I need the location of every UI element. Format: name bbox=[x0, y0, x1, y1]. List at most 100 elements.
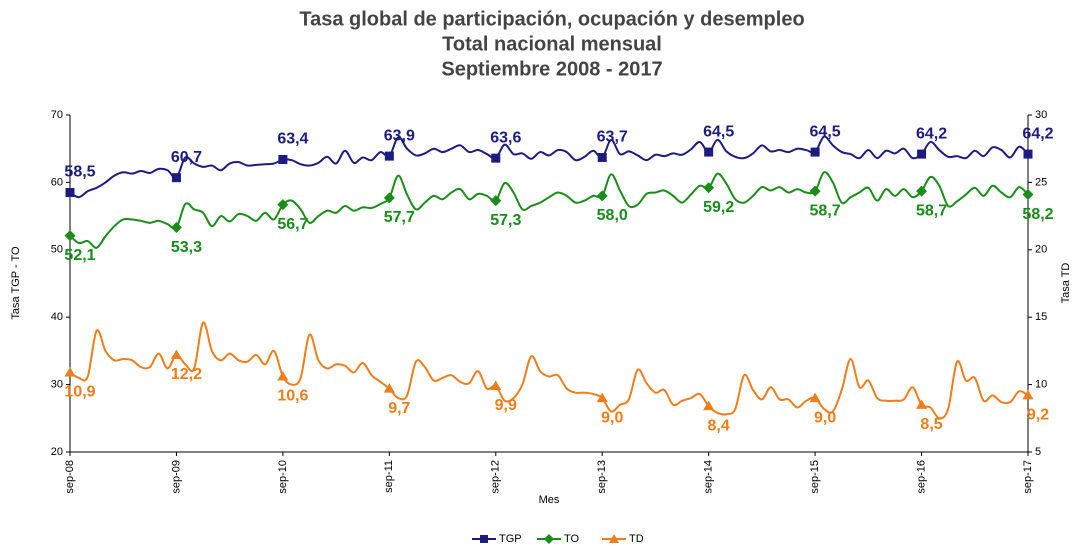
value-label: 9,2 bbox=[1027, 407, 1049, 424]
marker bbox=[65, 188, 75, 198]
marker bbox=[278, 154, 288, 164]
marker bbox=[1022, 389, 1034, 400]
value-label: 9,0 bbox=[814, 409, 836, 426]
chart-subtitle: Total nacional mensual bbox=[442, 33, 662, 55]
chart-title: Tasa global de participación, ocupación … bbox=[299, 8, 804, 30]
value-label: 56,7 bbox=[277, 216, 308, 233]
marker bbox=[596, 392, 608, 403]
value-label: 8,4 bbox=[708, 417, 730, 434]
marker bbox=[809, 392, 821, 403]
y-tick-label: 50 bbox=[51, 244, 63, 256]
value-label: 59,2 bbox=[703, 199, 734, 216]
marker bbox=[703, 400, 715, 411]
legend: TGP TO TD bbox=[472, 533, 644, 545]
y-tick-label: 30 bbox=[51, 379, 63, 391]
value-label: 53,3 bbox=[171, 239, 202, 256]
value-label: 63,4 bbox=[277, 131, 308, 148]
value-label: 10,9 bbox=[64, 384, 95, 401]
value-label: 63,6 bbox=[490, 129, 521, 146]
y2-tick-label: 30 bbox=[1035, 109, 1047, 121]
marker bbox=[384, 151, 394, 161]
x-tick-label: sep-12 bbox=[490, 460, 502, 494]
value-label: 10,6 bbox=[277, 388, 308, 405]
x-tick-label: sep-14 bbox=[703, 460, 715, 494]
value-label: 63,9 bbox=[384, 127, 415, 144]
x-tick-label: sep-09 bbox=[170, 460, 182, 494]
value-label: 12,2 bbox=[171, 366, 202, 383]
value-label: 64,5 bbox=[703, 123, 734, 140]
y-tick-label: 40 bbox=[51, 311, 63, 323]
legend-marker bbox=[609, 534, 619, 543]
marker bbox=[171, 173, 181, 183]
value-label: 57,7 bbox=[384, 209, 415, 226]
marker bbox=[809, 185, 821, 197]
x-axis-title: Mes bbox=[539, 494, 560, 506]
marker bbox=[277, 371, 289, 381]
value-label: 58,7 bbox=[916, 202, 947, 219]
marker bbox=[64, 230, 76, 242]
series-line bbox=[69, 321, 1029, 420]
marker bbox=[490, 195, 502, 207]
value-label: 58,0 bbox=[597, 207, 628, 224]
y-axis-title: Tasa TGP - TO bbox=[10, 246, 22, 320]
value-label: 9,9 bbox=[495, 397, 517, 414]
x-tick-label: sep-17 bbox=[1022, 460, 1034, 494]
marker bbox=[596, 190, 608, 202]
legend-marker bbox=[544, 534, 554, 544]
marker bbox=[383, 192, 395, 204]
y-tick-label: 20 bbox=[51, 446, 63, 458]
marker bbox=[277, 199, 289, 211]
value-label: 60,7 bbox=[171, 149, 202, 166]
marker bbox=[916, 185, 928, 197]
series-line bbox=[69, 171, 1029, 249]
marker bbox=[170, 349, 182, 359]
marker bbox=[491, 153, 501, 163]
y2-axis-title: Tasa TD bbox=[1060, 263, 1072, 304]
value-label: 64,5 bbox=[810, 123, 841, 140]
marker bbox=[170, 222, 182, 234]
y-tick-label: 60 bbox=[51, 176, 63, 188]
x-tick-label: sep-10 bbox=[277, 460, 289, 494]
x-tick-label: sep-11 bbox=[383, 460, 395, 493]
marker bbox=[490, 380, 502, 390]
y2-tick-label: 5 bbox=[1035, 446, 1041, 458]
marker bbox=[1023, 149, 1033, 159]
value-label: 64,2 bbox=[916, 125, 947, 142]
marker bbox=[810, 147, 820, 157]
marker bbox=[704, 147, 714, 157]
x-tick-label: sep-13 bbox=[596, 460, 608, 494]
value-label: 58,2 bbox=[1022, 206, 1053, 223]
x-tick-label: sep-08 bbox=[64, 460, 76, 494]
chart-subtitle: Septiembre 2008 - 2017 bbox=[441, 58, 662, 80]
value-label: 9,7 bbox=[388, 400, 410, 417]
marker bbox=[703, 182, 715, 194]
value-label: 64,2 bbox=[1022, 125, 1053, 142]
value-label: 57,3 bbox=[490, 212, 521, 229]
legend-label: TO bbox=[564, 533, 580, 545]
marker bbox=[597, 152, 607, 162]
marker bbox=[383, 383, 395, 393]
y2-tick-label: 10 bbox=[1035, 379, 1047, 391]
series-line bbox=[69, 135, 1029, 199]
value-label: 58,5 bbox=[64, 164, 95, 181]
marker bbox=[917, 149, 927, 159]
value-label: 52,1 bbox=[64, 247, 95, 264]
value-label: 63,7 bbox=[597, 129, 628, 146]
y2-tick-label: 15 bbox=[1035, 311, 1047, 323]
marker bbox=[916, 399, 928, 409]
legend-label: TD bbox=[629, 533, 644, 545]
y-tick-label: 70 bbox=[51, 109, 63, 121]
legend-label: TGP bbox=[499, 533, 522, 545]
value-label: 9,0 bbox=[601, 409, 623, 426]
value-label: 8,5 bbox=[920, 416, 942, 433]
x-tick-label: sep-15 bbox=[809, 460, 821, 494]
value-label: 58,7 bbox=[810, 202, 841, 219]
legend-marker bbox=[480, 535, 488, 543]
x-tick-label: sep-16 bbox=[915, 460, 927, 494]
y2-tick-label: 25 bbox=[1035, 176, 1047, 188]
marker bbox=[1022, 189, 1034, 201]
marker bbox=[64, 366, 76, 377]
